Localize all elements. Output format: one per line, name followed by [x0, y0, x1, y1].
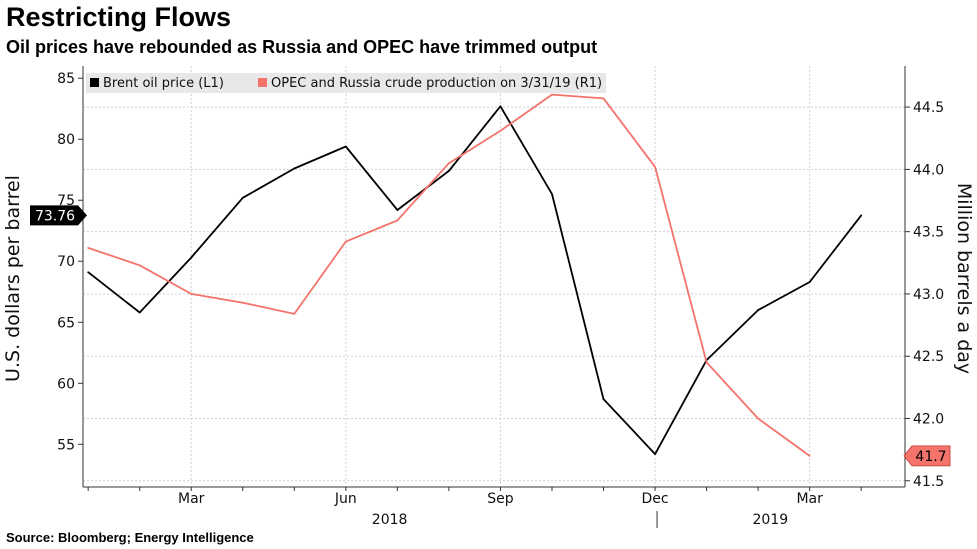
x-tick-label: Dec — [642, 491, 669, 507]
x-tick-label: Jun — [334, 491, 357, 507]
opec-last-value-marker — [903, 445, 951, 467]
left-tick-label: 60 — [57, 376, 75, 392]
right-tick-label: 44.0 — [913, 162, 944, 178]
opec-last-value-label: 41.7 — [915, 449, 946, 465]
axis-labels: 41.5 42.0 42.5 43.0 43.5 44.0 44.5 55 60 65 70 75 80… — [2, 71, 975, 528]
brent-price-point — [602, 398, 605, 401]
right-tick-label: 43.0 — [913, 287, 944, 303]
brent-price-point — [138, 311, 141, 314]
axes — [78, 66, 910, 528]
left-tick-label: 65 — [57, 315, 75, 331]
brent-price-point — [190, 256, 193, 259]
right-tick-label: 42.0 — [913, 411, 944, 427]
x-tick-label: Sep — [487, 491, 514, 507]
brent-price-point — [551, 193, 553, 196]
opec-russia-production-point — [602, 97, 605, 100]
grid-lines — [83, 66, 905, 487]
legend-swatch-brent — [90, 78, 99, 87]
year-label-2018: 2018 — [372, 512, 408, 528]
year-label-2019: 2019 — [753, 512, 789, 528]
opec-russia-production-point — [448, 162, 450, 165]
opec-russia-production-line — [87, 93, 811, 457]
x-tick-label: Mar — [178, 491, 205, 507]
brent-price-point — [860, 214, 863, 217]
chart-title: Restricting Flows — [6, 2, 232, 32]
brent-last-value-marker — [30, 205, 87, 226]
opec-russia-production-point — [654, 165, 656, 168]
brent-price-point — [808, 281, 811, 283]
right-tick-label: 41.5 — [913, 474, 944, 490]
legend-label-brent: Brent oil price (L1) — [103, 76, 224, 91]
x-tick-label: Mar — [796, 491, 823, 507]
left-tick-label: 75 — [57, 193, 75, 209]
brent-price-point — [499, 105, 502, 108]
left-tick-label: 70 — [57, 254, 75, 270]
left-tick-label: 55 — [57, 437, 75, 453]
left-tick-label: 85 — [57, 71, 75, 87]
opec-russia-production-point — [499, 129, 502, 132]
opec-russia-production-point — [551, 93, 553, 96]
opec-russia-production-point — [190, 293, 193, 295]
opec-russia-production-point — [293, 312, 296, 315]
opec-russia-production-point — [344, 240, 347, 243]
chart-subtitle: Oil prices have rebounded as Russia and … — [6, 37, 598, 57]
opec-russia-production-point — [757, 417, 760, 420]
legend-box — [86, 73, 606, 93]
opec-russia-production-point — [87, 246, 90, 249]
legend-label-opec: OPEC and Russia crude production on 3/31… — [271, 76, 602, 91]
left-axis-title: U.S. dollars per barrel — [2, 175, 24, 382]
left-tick-label: 80 — [57, 132, 75, 148]
opec-russia-production-point — [241, 301, 244, 304]
series-lines — [87, 93, 863, 457]
brent-price-point — [396, 209, 399, 211]
brent-price-point — [654, 453, 656, 455]
opec-russia-production-point — [705, 361, 708, 364]
brent-last-value-label: 73.76 — [35, 208, 75, 224]
brent-price-point — [241, 196, 244, 199]
right-tick-label: 44.5 — [913, 100, 944, 116]
right-axis-title: Million barrels a day — [953, 183, 975, 374]
opec-russia-production-point — [396, 219, 399, 222]
brent-price-point — [448, 170, 450, 172]
opec-russia-production-point — [138, 264, 141, 267]
right-tick-label: 43.5 — [913, 225, 944, 241]
brent-price-point — [87, 271, 90, 274]
brent-price-point — [757, 309, 760, 311]
opec-russia-production-point — [808, 454, 811, 457]
legend: Brent oil price (L1) OPEC and Russia crud… — [86, 73, 606, 93]
legend-swatch-opec — [258, 78, 267, 87]
right-tick-label: 42.5 — [913, 349, 944, 365]
brent-price-point — [293, 167, 296, 170]
source-note: Source: Bloomberg; Energy Intelligence — [6, 530, 254, 545]
brent-price-point — [344, 145, 347, 148]
brent-price-line — [87, 105, 862, 455]
